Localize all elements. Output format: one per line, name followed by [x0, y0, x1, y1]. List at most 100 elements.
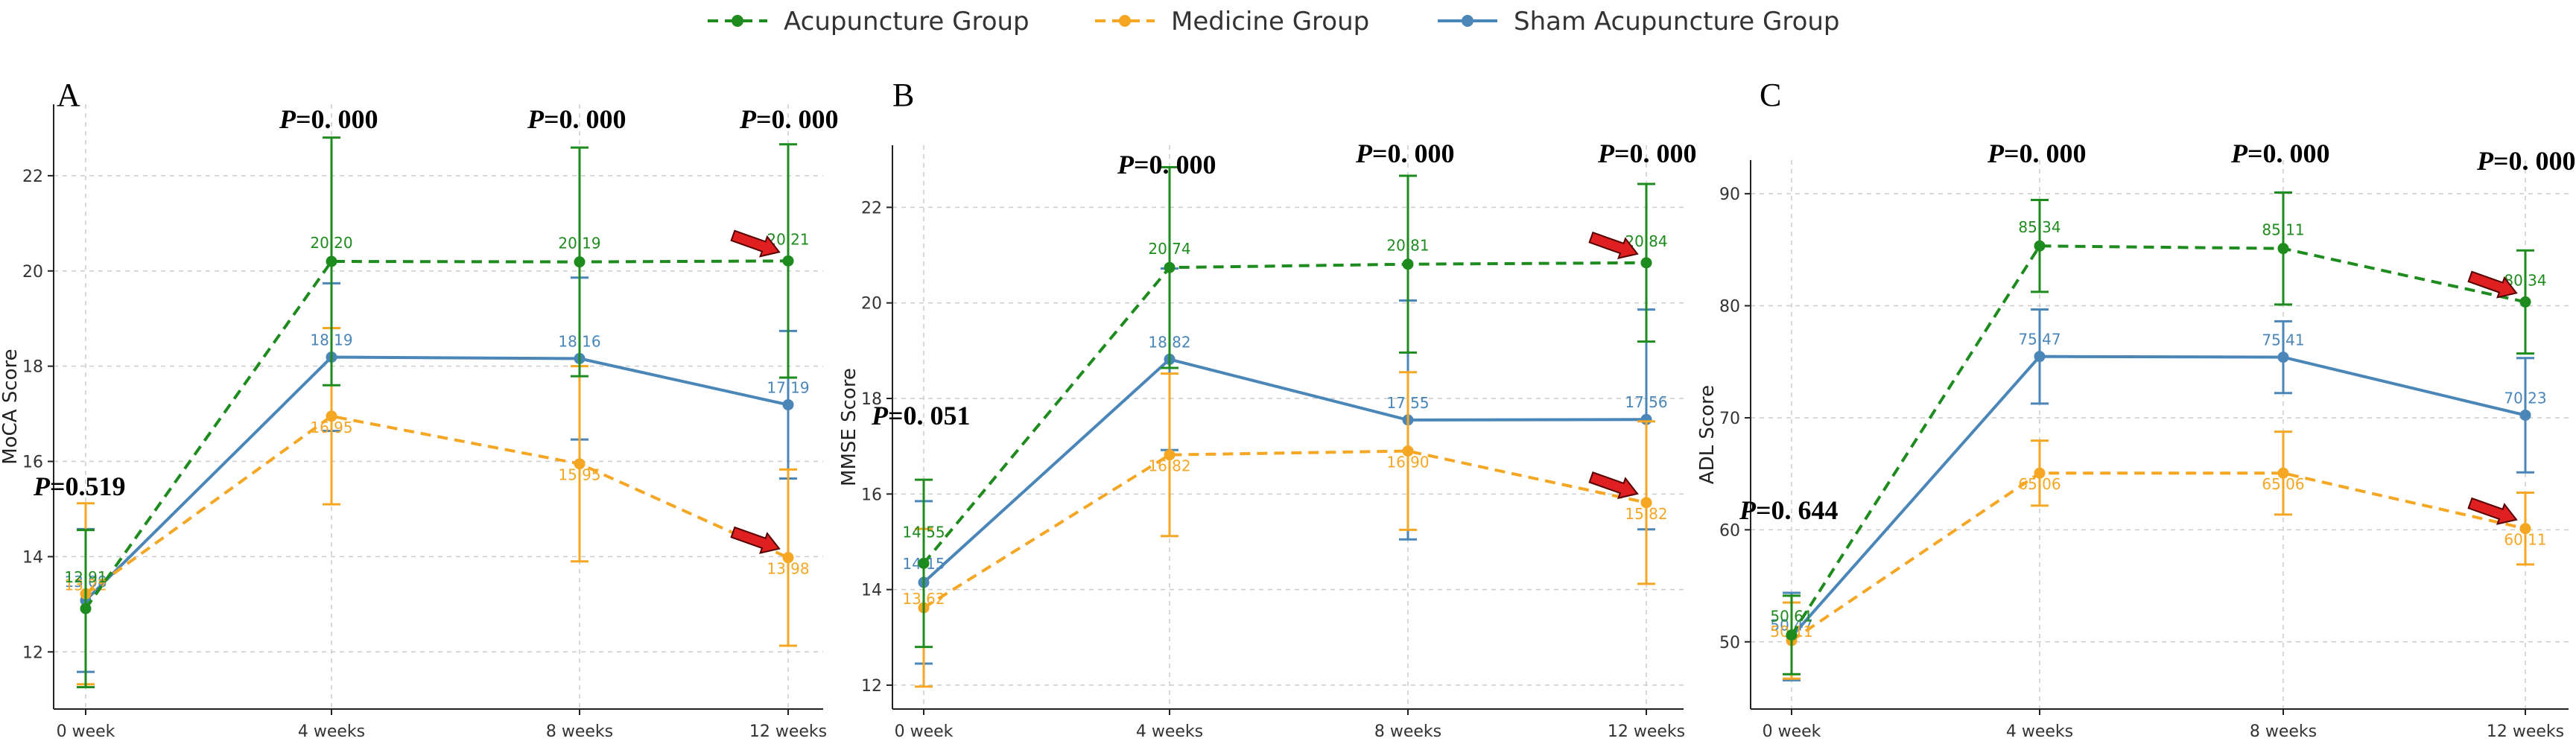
- data-point: [918, 557, 930, 569]
- data-label: 85.11: [2262, 221, 2304, 239]
- data-label: 17.56: [1625, 393, 1667, 411]
- data-point: [2519, 523, 2531, 535]
- data-label: 20.20: [310, 234, 352, 252]
- series-line: [1790, 244, 2526, 636]
- arrow-shape: [730, 526, 781, 554]
- data-label: 16.90: [1386, 454, 1429, 471]
- x-tick-label: 12 weeks: [2487, 722, 2564, 741]
- data-point: [2519, 296, 2531, 308]
- p-value-label: P=0. 000: [1117, 150, 1216, 179]
- data-point: [326, 255, 337, 267]
- x-tick-label: 12 weeks: [1608, 722, 1685, 741]
- data-label: 20.81: [1386, 237, 1429, 255]
- y-tick-label: 14: [22, 548, 43, 567]
- p-value-label: P=0. 000: [279, 104, 378, 134]
- y-axis-label: MoCA Score: [0, 349, 22, 464]
- p-value-label: P=0. 000: [1355, 139, 1455, 168]
- p-value-label: P=0. 644: [1739, 495, 1839, 525]
- data-point: [574, 256, 586, 268]
- x-tick-label: 4 weeks: [2006, 722, 2073, 741]
- y-axis-label: MMSE Score: [838, 368, 860, 486]
- y-tick-label: 20: [22, 263, 43, 282]
- panel-letter: C: [1760, 77, 1781, 113]
- data-label: 75.47: [2018, 331, 2061, 349]
- arrow-shape: [2467, 497, 2518, 525]
- arrow-shape: [1588, 231, 1639, 260]
- data-label: 85.34: [2018, 218, 2061, 236]
- p-value-label: P=0. 000: [2230, 139, 2330, 168]
- data-point: [1786, 629, 1798, 641]
- legend-item-acupuncture: Acupuncture Group: [708, 7, 1030, 36]
- data-point: [2277, 243, 2289, 255]
- y-tick-label: 16: [861, 486, 882, 504]
- data-label: 70.23: [2504, 389, 2546, 407]
- p-value-label: P=0. 000: [527, 104, 626, 134]
- data-point: [326, 410, 337, 422]
- data-label: 20.74: [1148, 240, 1190, 258]
- data-point: [2277, 352, 2289, 363]
- data-label: 17.19: [767, 378, 809, 396]
- p-value-label: P=0. 000: [739, 104, 839, 134]
- x-tick-label: 0 week: [1763, 722, 1821, 741]
- data-label: 15.95: [558, 466, 600, 484]
- panel-c: 50 60 70 80 90 0 week 4 weeks 8 weeks 12 weeks AD…: [1696, 77, 2576, 741]
- data-point: [2034, 240, 2046, 252]
- y-tick-label: 22: [861, 199, 882, 217]
- y-tick-label: 50: [1719, 634, 1740, 652]
- series-line: [922, 261, 1647, 565]
- legend: Acupuncture Group Medicine Group Sham Ac…: [708, 7, 1840, 36]
- y-tick-label: 80: [1719, 298, 1740, 317]
- chart-panels: 12 14 16 18 20 22 0 week 4 weeks 8 weeks 12 weeks…: [0, 77, 2576, 741]
- highlight-arrow: [2467, 270, 2518, 299]
- data-point: [2277, 467, 2289, 479]
- data-label: 65.06: [2262, 475, 2304, 493]
- series-sham: 14.1518.8217.5517.56: [902, 267, 1668, 665]
- x-tick-label: 12 weeks: [749, 722, 827, 741]
- data-point: [2519, 409, 2531, 421]
- arrow-shape: [730, 229, 781, 258]
- p-value-label: P=0. 000: [1987, 139, 2087, 168]
- legend-label-sham: Sham Acupuncture Group: [1514, 7, 1840, 36]
- data-point: [782, 255, 794, 267]
- data-label: 13.98: [767, 560, 809, 578]
- x-tick-label: 0 week: [895, 722, 954, 741]
- p-value-label: P=0.519: [33, 471, 126, 501]
- p-value-label: P=0. 000: [2476, 146, 2576, 176]
- series-line: [1790, 471, 2526, 642]
- x-tick-label: 4 weeks: [298, 722, 365, 741]
- y-tick-label: 12: [22, 643, 43, 662]
- y-tick-label: 16: [22, 454, 43, 472]
- data-label: 65.06: [2018, 475, 2061, 493]
- y-tick-label: 18: [22, 358, 43, 377]
- series-line: [84, 355, 789, 602]
- data-point: [2034, 467, 2046, 479]
- legend-item-medicine: Medicine Group: [1095, 7, 1369, 36]
- data-point: [1164, 449, 1176, 461]
- highlight-arrow: [1588, 471, 1639, 500]
- legend-label-medicine: Medicine Group: [1171, 7, 1369, 36]
- data-label: 60.11: [2504, 531, 2546, 549]
- panel-a: 12 14 16 18 20 22 0 week 4 weeks 8 weeks 12 weeks…: [0, 77, 839, 741]
- series-sham: 13.0818.1918.1617.19: [64, 276, 810, 673]
- y-tick-label: 60: [1719, 521, 1740, 540]
- y-tick-label: 70: [1719, 410, 1740, 428]
- x-tick-label: 8 weeks: [2250, 722, 2317, 741]
- panel-letter: B: [892, 77, 914, 113]
- data-point: [1640, 497, 1652, 509]
- data-point: [782, 552, 794, 564]
- highlight-arrow: [1588, 231, 1639, 260]
- data-point: [2034, 351, 2046, 363]
- y-axis-label: ADL Score: [1696, 385, 1719, 484]
- highlight-arrow: [730, 526, 781, 554]
- y-tick-label: 22: [22, 168, 43, 186]
- x-tick-label: 4 weeks: [1136, 722, 1203, 741]
- series-line: [84, 414, 789, 595]
- data-label: 14.55: [902, 523, 945, 541]
- data-point: [574, 458, 586, 470]
- arrow-shape: [1588, 471, 1639, 500]
- y-tick-label: 12: [861, 677, 882, 696]
